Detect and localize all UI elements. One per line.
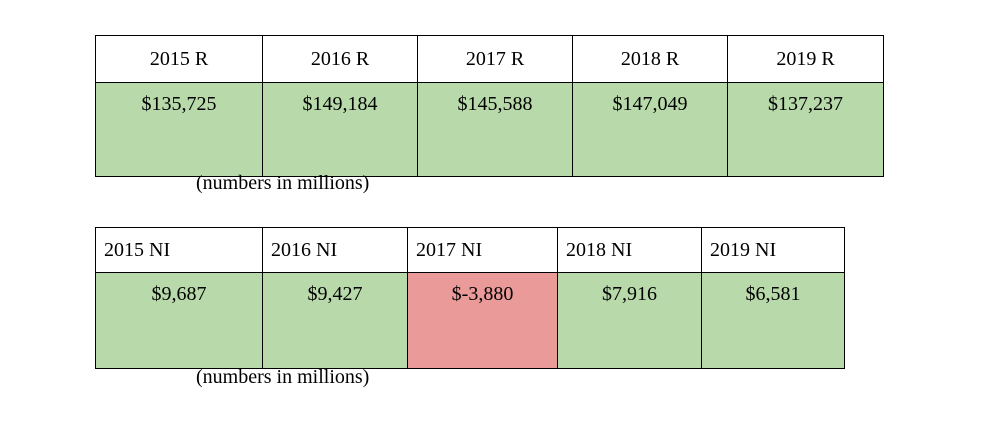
net-income-units-note: (numbers in millions) bbox=[196, 366, 370, 388]
revenue-header-2018: 2018 R bbox=[572, 35, 728, 83]
revenue-value-2018: $147,049 bbox=[572, 82, 728, 177]
revenue-table: 2015 R 2016 R 2017 R 2018 R 2019 R $135,… bbox=[95, 35, 884, 177]
net-income-header-2017: 2017 NI bbox=[407, 227, 558, 273]
net-income-value-2018: $7,916 bbox=[557, 272, 702, 369]
revenue-header-2019: 2019 R bbox=[727, 35, 884, 83]
revenue-value-2019: $137,237 bbox=[727, 82, 884, 177]
revenue-header-2016: 2016 R bbox=[262, 35, 418, 83]
net-income-table: 2015 NI 2016 NI 2017 NI 2018 NI 2019 NI … bbox=[95, 227, 845, 369]
revenue-value-2015: $135,725 bbox=[95, 82, 263, 177]
revenue-header-row: 2015 R 2016 R 2017 R 2018 R 2019 R bbox=[95, 35, 884, 83]
net-income-header-row: 2015 NI 2016 NI 2017 NI 2018 NI 2019 NI bbox=[95, 227, 845, 273]
revenue-value-2017: $145,588 bbox=[417, 82, 573, 177]
revenue-value-2016: $149,184 bbox=[262, 82, 418, 177]
net-income-value-2019: $6,581 bbox=[701, 272, 845, 369]
net-income-value-2016: $9,427 bbox=[262, 272, 408, 369]
net-income-value-2017: $-3,880 bbox=[407, 272, 558, 369]
net-income-value-2015: $9,687 bbox=[95, 272, 263, 369]
net-income-header-2016: 2016 NI bbox=[262, 227, 408, 273]
net-income-value-row: $9,687 $9,427 $-3,880 $7,916 $6,581 bbox=[95, 272, 845, 369]
net-income-header-2019: 2019 NI bbox=[701, 227, 845, 273]
net-income-header-2015: 2015 NI bbox=[95, 227, 263, 273]
revenue-units-note: (numbers in millions) bbox=[196, 172, 370, 194]
revenue-header-2017: 2017 R bbox=[417, 35, 573, 83]
net-income-header-2018: 2018 NI bbox=[557, 227, 702, 273]
revenue-value-row: $135,725 $149,184 $145,588 $147,049 $137… bbox=[95, 82, 884, 177]
revenue-header-2015: 2015 R bbox=[95, 35, 263, 83]
